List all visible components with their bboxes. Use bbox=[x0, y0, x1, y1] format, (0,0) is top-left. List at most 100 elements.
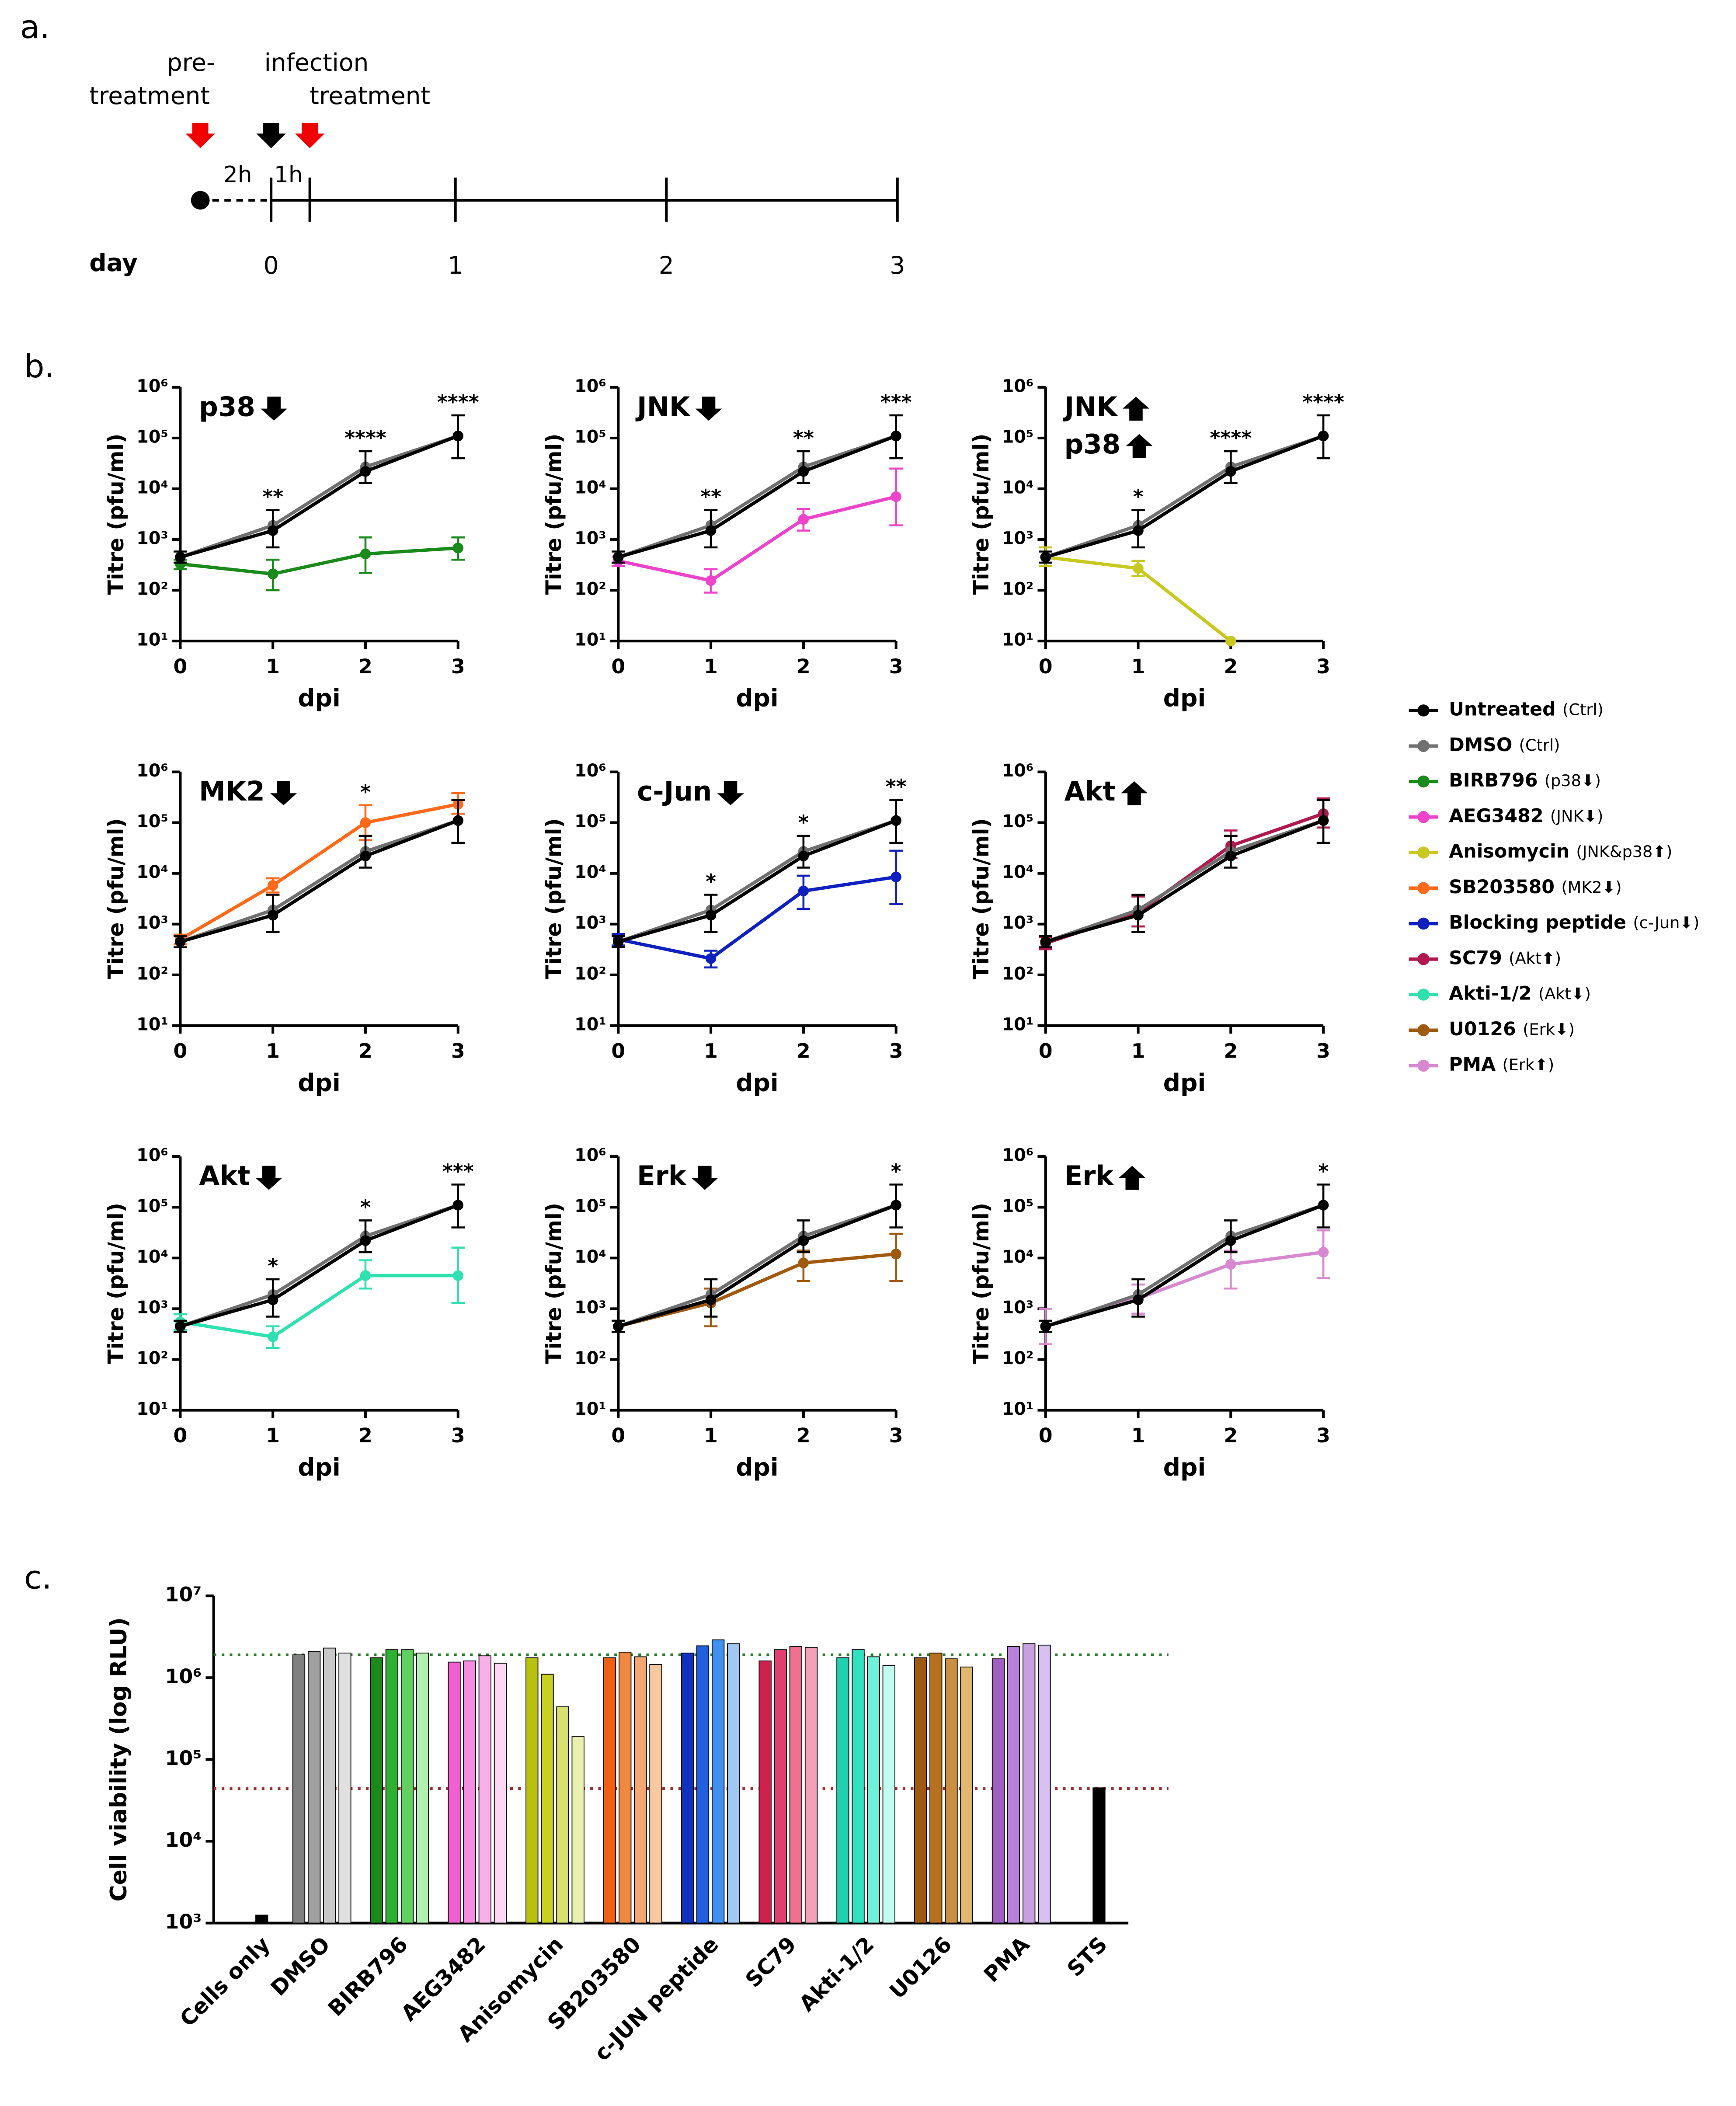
x-tick-label: 0 bbox=[611, 1039, 625, 1062]
x-tick-label: 0 bbox=[611, 654, 625, 678]
data-point bbox=[1133, 563, 1144, 574]
chart-title: p38 bbox=[199, 391, 255, 422]
legend-note: (JNK⬇) bbox=[1550, 807, 1604, 825]
data-point bbox=[267, 910, 278, 921]
significance: ** bbox=[793, 426, 814, 449]
significance: *** bbox=[880, 390, 912, 414]
data-point bbox=[1318, 1246, 1329, 1258]
data-point bbox=[891, 491, 901, 502]
y-tick-label: 10¹ bbox=[1002, 630, 1034, 650]
x-tick-label: 2 bbox=[1224, 1424, 1238, 1447]
data-point bbox=[798, 885, 809, 897]
data-point bbox=[705, 575, 717, 586]
y-tick-label: 10⁴ bbox=[1002, 1247, 1034, 1267]
x-tick-label: 0 bbox=[1039, 654, 1053, 678]
bar bbox=[1007, 1646, 1020, 1924]
y-tick-label: 10⁶ bbox=[136, 761, 168, 781]
x-tick-label: DMSO bbox=[266, 1932, 335, 2001]
timeline-label: pre- bbox=[167, 49, 215, 77]
y-tick-label: 10² bbox=[136, 579, 168, 599]
series-line bbox=[1045, 434, 1324, 559]
legend-name: AEG3482 bbox=[1449, 805, 1543, 827]
legend-name: Akti-1/2 bbox=[1449, 983, 1531, 1005]
y-tick-label: 10¹ bbox=[1002, 1014, 1034, 1034]
data-point bbox=[175, 936, 186, 947]
title-arrow bbox=[1120, 781, 1148, 805]
bar bbox=[852, 1649, 865, 1924]
chart-title: c-Jun bbox=[637, 776, 712, 807]
y-tick-label: 10² bbox=[136, 1348, 168, 1368]
x-tick-label: 0 bbox=[173, 654, 187, 678]
data-point bbox=[360, 850, 371, 862]
y-tick-label: 10² bbox=[574, 964, 606, 984]
chart-title: Erk bbox=[637, 1161, 687, 1192]
data-point bbox=[360, 817, 371, 828]
y-tick-label: 10⁵ bbox=[136, 811, 168, 832]
x-axis-label: dpi bbox=[298, 1453, 341, 1481]
y-tick-label: 10⁶ bbox=[1002, 376, 1034, 396]
data-point bbox=[1225, 466, 1236, 477]
x-tick-label: 2 bbox=[358, 654, 372, 678]
legend-name: SB203580 bbox=[1449, 876, 1555, 898]
bar bbox=[882, 1665, 895, 1924]
day-tick: 1 bbox=[448, 251, 463, 279]
data-point bbox=[1133, 910, 1144, 921]
data-point bbox=[613, 552, 624, 563]
legend-swatch bbox=[1417, 846, 1430, 859]
x-tick-label: 0 bbox=[173, 1424, 187, 1447]
bar bbox=[696, 1645, 710, 1924]
day-label: day bbox=[89, 249, 138, 277]
bar bbox=[255, 1915, 268, 1924]
series-line bbox=[618, 495, 897, 583]
data-point bbox=[175, 1321, 186, 1332]
y-tick-label: 10³ bbox=[1002, 913, 1034, 933]
series-line bbox=[618, 434, 897, 559]
x-tick-label: PMA bbox=[979, 1932, 1034, 1988]
x-tick-label: 0 bbox=[1039, 1039, 1053, 1062]
x-tick-label: 1 bbox=[266, 654, 280, 678]
arrow bbox=[295, 123, 325, 149]
y-tick-label: 10⁴ bbox=[165, 1828, 202, 1852]
x-tick-label: 3 bbox=[1316, 654, 1330, 678]
x-tick-label: Cells only bbox=[175, 1932, 275, 2032]
title-arrow bbox=[717, 781, 744, 805]
y-tick-label: 10⁷ bbox=[165, 1583, 202, 1606]
x-tick-label: 1 bbox=[1131, 1039, 1145, 1062]
y-axis-label: Titre (pfu/ml) bbox=[542, 1203, 567, 1364]
day-tick: 3 bbox=[890, 251, 905, 279]
significance: **** bbox=[344, 426, 386, 449]
data-point bbox=[613, 1321, 624, 1332]
y-tick-label: 10⁴ bbox=[1002, 477, 1034, 498]
bar bbox=[416, 1653, 429, 1924]
legend-name: BIRB796 bbox=[1449, 769, 1538, 791]
data-point bbox=[891, 871, 901, 883]
chart-title: p38 bbox=[1065, 429, 1121, 460]
legend-name: U0126 bbox=[1449, 1018, 1516, 1040]
data-point bbox=[613, 936, 624, 947]
series-line bbox=[618, 434, 897, 559]
bar bbox=[1038, 1644, 1051, 1924]
y-tick-label: 10² bbox=[1002, 964, 1034, 984]
significance: * bbox=[360, 780, 371, 804]
legend-swatch bbox=[1417, 775, 1430, 788]
bar bbox=[711, 1639, 725, 1924]
chart-title: Akt bbox=[199, 1161, 250, 1192]
bar bbox=[556, 1706, 569, 1924]
bar bbox=[945, 1658, 958, 1924]
data-point bbox=[452, 815, 463, 826]
data-point bbox=[705, 525, 717, 536]
series-line bbox=[618, 875, 897, 961]
x-tick-label: SC79 bbox=[741, 1932, 801, 1993]
series-line bbox=[180, 1274, 458, 1339]
bar bbox=[929, 1653, 943, 1924]
y-tick-label: 10⁵ bbox=[136, 1196, 168, 1216]
timeline-label: infection bbox=[264, 49, 369, 77]
significance: * bbox=[360, 1195, 371, 1218]
y-tick-label: 10⁵ bbox=[574, 1196, 606, 1216]
bar bbox=[323, 1647, 336, 1924]
legend-swatch bbox=[1417, 1059, 1430, 1072]
y-tick-label: 10⁶ bbox=[136, 1145, 168, 1166]
data-point bbox=[267, 1331, 278, 1342]
